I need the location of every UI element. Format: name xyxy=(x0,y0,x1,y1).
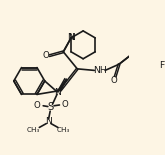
Text: O: O xyxy=(62,100,68,109)
Text: NH: NH xyxy=(93,66,107,75)
Text: CH₃: CH₃ xyxy=(57,127,70,133)
Text: F: F xyxy=(159,61,164,70)
Text: O: O xyxy=(42,51,49,60)
Text: N: N xyxy=(67,33,74,42)
Text: O: O xyxy=(34,101,40,110)
Text: N: N xyxy=(54,88,61,97)
Text: N: N xyxy=(45,117,52,126)
Text: N: N xyxy=(68,33,75,42)
Text: O: O xyxy=(110,76,117,85)
Text: CH₃: CH₃ xyxy=(26,127,40,133)
Text: S: S xyxy=(48,102,54,112)
